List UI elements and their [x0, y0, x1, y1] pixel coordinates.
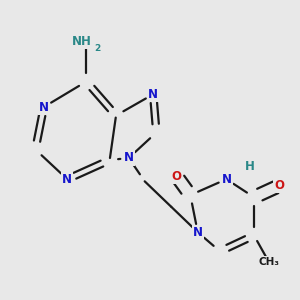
Text: N: N: [148, 88, 158, 101]
Text: N: N: [62, 173, 72, 186]
Text: N: N: [193, 226, 203, 239]
Text: NH: NH: [72, 35, 92, 48]
Text: N: N: [39, 100, 49, 113]
Text: 2: 2: [94, 44, 100, 53]
Text: CH₃: CH₃: [258, 257, 279, 267]
Text: N: N: [221, 173, 231, 186]
Text: H: H: [245, 160, 255, 173]
Text: O: O: [274, 179, 284, 192]
Text: N: N: [124, 152, 134, 164]
Text: O: O: [172, 169, 182, 182]
